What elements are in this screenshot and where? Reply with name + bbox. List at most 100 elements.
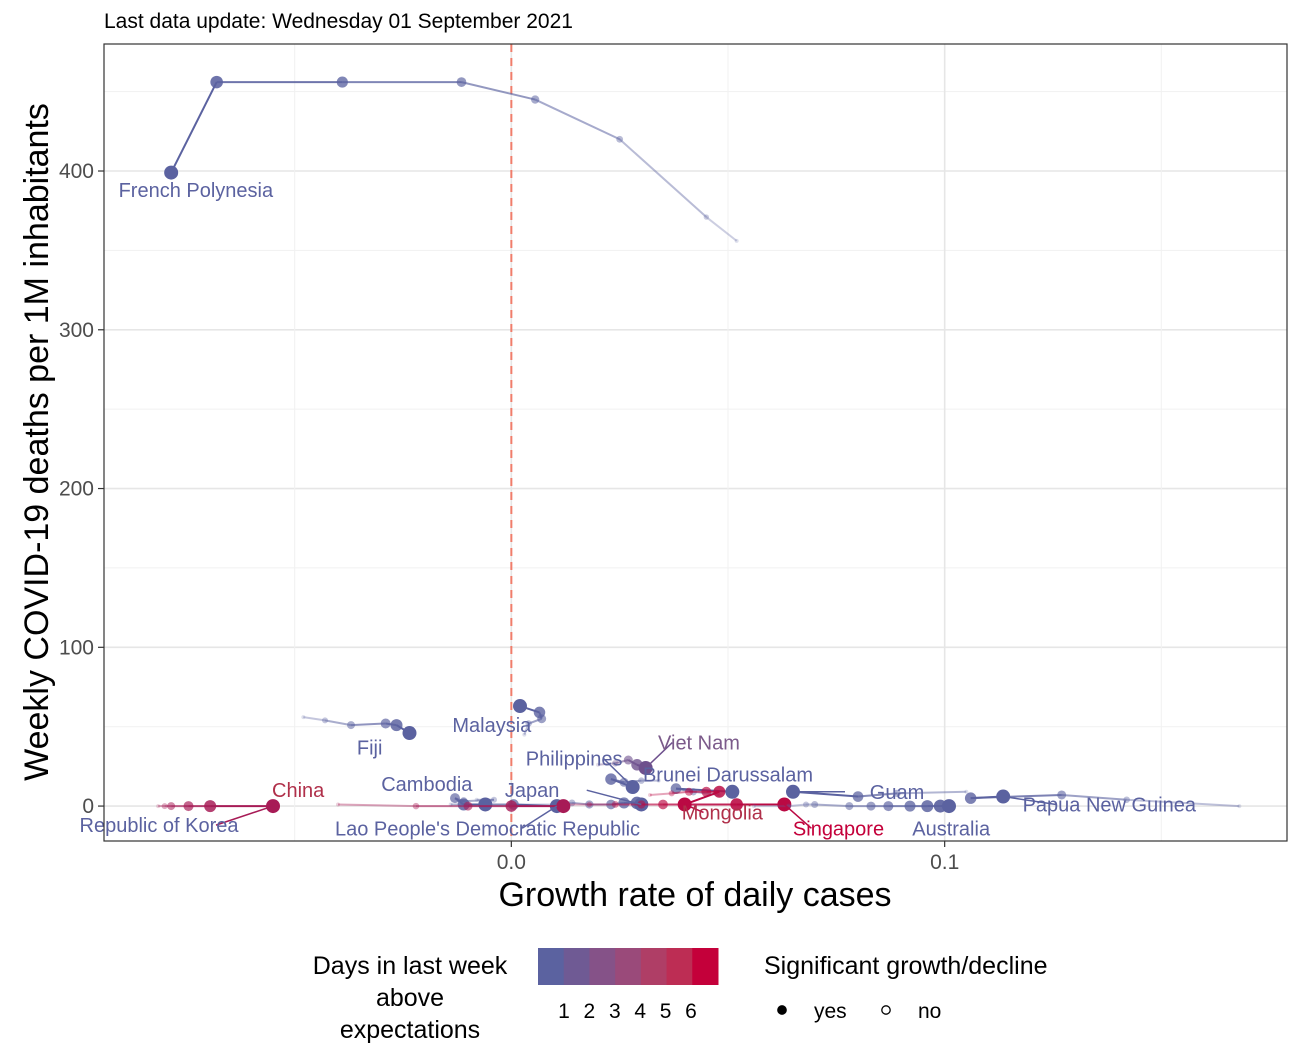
data-point: [531, 95, 540, 104]
label-guam: Guam: [870, 782, 924, 804]
data-point: [491, 796, 497, 803]
legend-color-step: [692, 948, 719, 985]
data-point: [513, 699, 527, 714]
y-tick-label: 200: [59, 478, 94, 501]
label-china: China: [272, 780, 325, 802]
data-point: [701, 786, 712, 797]
series-segment: [618, 138, 708, 218]
label-cambodia: Cambodia: [381, 774, 473, 796]
label-australia: Australia: [912, 818, 991, 840]
callout-philippines: [602, 757, 634, 788]
x-tick-label: 0.1: [930, 851, 959, 874]
data-point: [648, 792, 652, 797]
data-point: [322, 717, 328, 724]
data-point: [668, 790, 675, 797]
data-point: [585, 800, 594, 809]
series-cambodia: [450, 793, 497, 812]
data-point: [730, 798, 743, 811]
data-point: [596, 762, 600, 767]
data-point: [347, 721, 355, 730]
label-philippines: Philippines: [526, 748, 623, 770]
legend-significance: Significant growth/decline yes no: [764, 952, 1048, 1023]
callout-mongolia: [684, 803, 704, 814]
label-viet-nam: Viet Nam: [658, 733, 740, 755]
legend-days-tick: 6: [685, 1000, 697, 1023]
series-segment: [705, 216, 738, 242]
legend-significance-title: Significant growth/decline: [764, 952, 1048, 980]
data-point: [623, 755, 633, 765]
data-point: [204, 800, 217, 813]
data-point: [866, 801, 876, 811]
callout-japan: [586, 789, 642, 806]
series-segment: [814, 803, 850, 808]
label-lao-people-s-democratic-republic: Lao People's Democratic Republic: [335, 818, 640, 840]
data-point: [964, 792, 977, 804]
data-point: [164, 165, 179, 180]
data-point: [586, 801, 593, 808]
data-point: [713, 785, 726, 798]
y-axis-ticks: 0 100 200 300 400: [59, 160, 104, 818]
series-segment: [523, 723, 530, 735]
data-point: [156, 804, 161, 809]
data-point: [685, 787, 693, 796]
callout-papua-new-guinea: [1003, 795, 1057, 806]
series-segment: [461, 81, 536, 101]
label-republic-of-korea: Republic of Korea: [80, 815, 240, 837]
data-point: [301, 715, 306, 720]
data-point: [656, 778, 661, 783]
legend-days-tick: 1: [558, 1000, 570, 1023]
data-point: [336, 76, 348, 88]
series-segment: [1126, 798, 1240, 808]
legend-color-step: [640, 948, 668, 985]
callout-republic-of-korea: [215, 805, 274, 826]
data-point: [505, 800, 518, 812]
data-point: [725, 784, 740, 799]
legend-days-tick: 4: [634, 1000, 646, 1023]
legend-days-above-expectations: Days in last week above expectations 1 2 3 4 5 6: [313, 948, 719, 1044]
data-point: [616, 135, 624, 143]
data-point: [852, 791, 864, 802]
data-point: [450, 793, 460, 804]
country-trajectories: [156, 75, 1242, 814]
series-china: [336, 799, 571, 814]
series-guam: [786, 784, 969, 802]
legend-color-step: [538, 948, 565, 985]
label-brunei-darussalam: Brunei Darussalam: [643, 764, 813, 786]
legend-days-title-line: expectations: [340, 1016, 480, 1044]
chart-subtitle: Last data update: Wednesday 01 September…: [104, 10, 573, 33]
data-point: [474, 797, 479, 802]
y-tick-label: 300: [59, 319, 94, 342]
plot-panel-border: [103, 43, 1288, 842]
data-point: [1237, 804, 1242, 809]
data-point: [942, 799, 956, 814]
legend-color-step: [589, 948, 616, 985]
data-point: [533, 706, 546, 719]
label-callouts: [215, 742, 1057, 829]
series-segment: [324, 719, 352, 727]
series-segment: [337, 803, 417, 808]
legend-days-tick: 2: [584, 1000, 596, 1023]
grid-lines: [104, 44, 1287, 841]
data-point: [845, 802, 854, 811]
data-point: [893, 789, 901, 798]
series-segment: [649, 792, 672, 796]
data-point: [606, 799, 616, 810]
legend-color-step: [666, 948, 693, 985]
data-point: [611, 801, 619, 808]
data-point: [336, 802, 340, 807]
legend-days-tick: 5: [660, 1000, 672, 1023]
data-point: [161, 803, 168, 810]
data-point: [380, 718, 391, 729]
label-japan: Japan: [505, 780, 560, 802]
callout-singapore: [783, 803, 812, 829]
label-malaysia: Malaysia: [452, 715, 532, 737]
data-point: [803, 801, 809, 808]
series-segment: [534, 98, 621, 141]
x-tick-label: 0.0: [497, 851, 526, 874]
series-segment: [857, 792, 898, 798]
data-point: [556, 799, 571, 814]
label-french-polynesia: French Polynesia: [119, 180, 274, 202]
data-point: [412, 802, 420, 810]
series-australia: [752, 799, 956, 814]
